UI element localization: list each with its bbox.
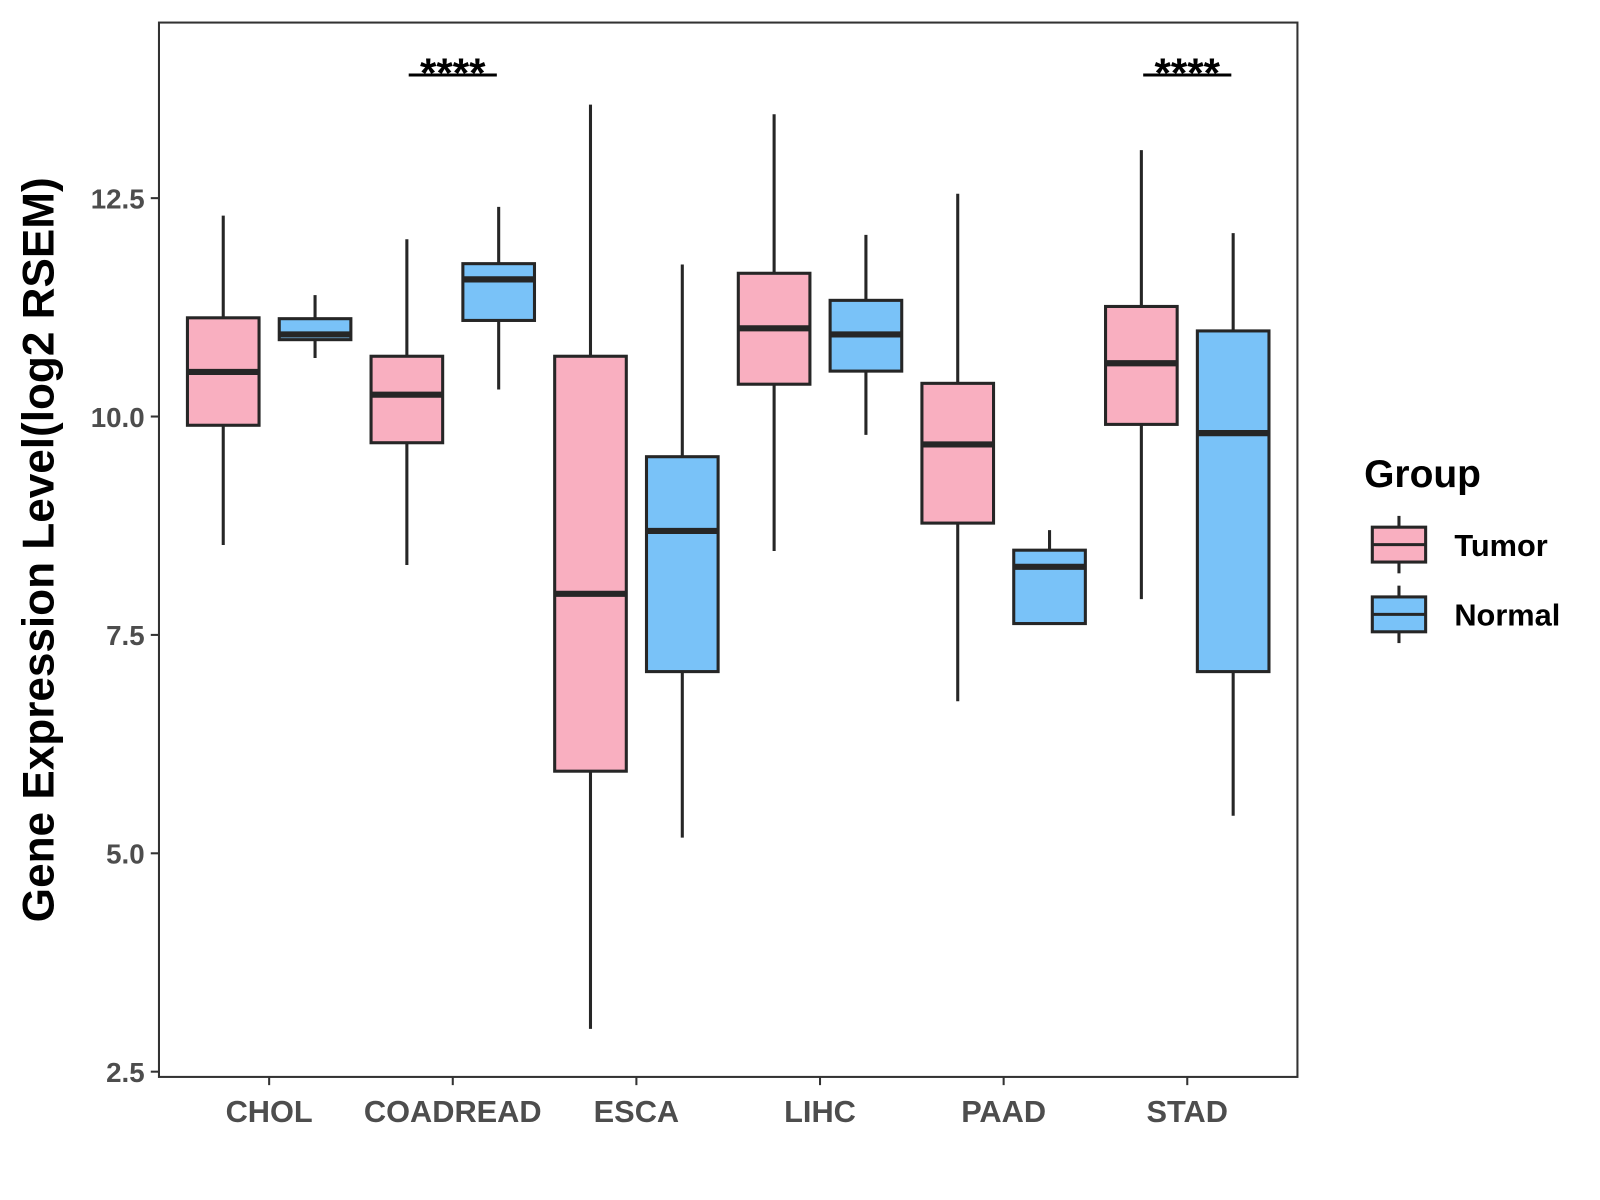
box-group-normal-lihc <box>828 234 904 435</box>
legend-item-tumor: Tumor <box>1370 515 1548 574</box>
box-normal-esca <box>644 455 720 674</box>
y-axis: 2.5 5.0 7.5 10.0 12.5 <box>91 183 159 1088</box>
y-tick-label: 7.5 <box>106 620 145 651</box>
legend-title: Group <box>1364 453 1481 496</box>
box-group-tumor-lihc <box>736 114 812 552</box>
box-group-tumor-coadread <box>369 239 445 566</box>
legend-item-normal: Normal <box>1370 585 1560 644</box>
x-axis: CHOL COADREAD ESCA LIHC PAAD STAD <box>226 1076 1228 1129</box>
legend: Group Tumor Normal <box>1364 453 1560 644</box>
box-group-normal-esca <box>644 264 720 838</box>
legend-label-normal: Normal <box>1454 598 1560 633</box>
plot-panel-border <box>157 21 1299 1078</box>
legend-label-tumor: Tumor <box>1454 528 1547 563</box>
box-group-tumor-chol <box>185 215 261 545</box>
plot-marks <box>185 104 1271 1029</box>
y-axis-title: Gene Expression Level(log2 RSEM) <box>14 177 63 922</box>
x-tick-label-paad: PAAD <box>961 1094 1046 1129</box>
significance-label: **** <box>1155 49 1221 96</box>
significance-label: **** <box>420 49 486 96</box>
y-axis-title-group: Gene Expression Level(log2 RSEM) <box>14 177 63 922</box>
box-group-normal-chol <box>277 295 353 359</box>
y-tick-label: 12.5 <box>91 183 145 214</box>
x-tick-label-coadread: COADREAD <box>364 1094 542 1129</box>
box-group-normal-stad <box>1195 233 1271 816</box>
box-tumor-paad <box>920 381 996 525</box>
y-tick-label: 2.5 <box>106 1057 145 1088</box>
x-tick-label-esca: ESCA <box>594 1094 679 1129</box>
box-normal-coadread <box>461 262 537 322</box>
y-tick-label: 10.0 <box>91 402 145 433</box>
box-tumor-esca <box>553 354 628 773</box>
box-tumor-coadread <box>369 354 445 445</box>
box-group-tumor-paad <box>920 193 996 702</box>
box-normal-paad <box>1012 548 1087 626</box>
x-tick-label-chol: CHOL <box>226 1094 313 1129</box>
box-group-tumor-esca <box>553 104 628 1029</box>
y-tick-label: 5.0 <box>106 839 145 870</box>
box-group-tumor-stad <box>1104 150 1179 600</box>
box-group-normal-paad <box>1012 530 1087 626</box>
x-tick-label-lihc: LIHC <box>784 1094 856 1129</box>
significance-annotations: **** **** <box>408 49 1232 96</box>
box-group-normal-coadread <box>461 206 537 390</box>
x-tick-label-stad: STAD <box>1147 1094 1228 1129</box>
box-normal-stad <box>1195 329 1271 674</box>
